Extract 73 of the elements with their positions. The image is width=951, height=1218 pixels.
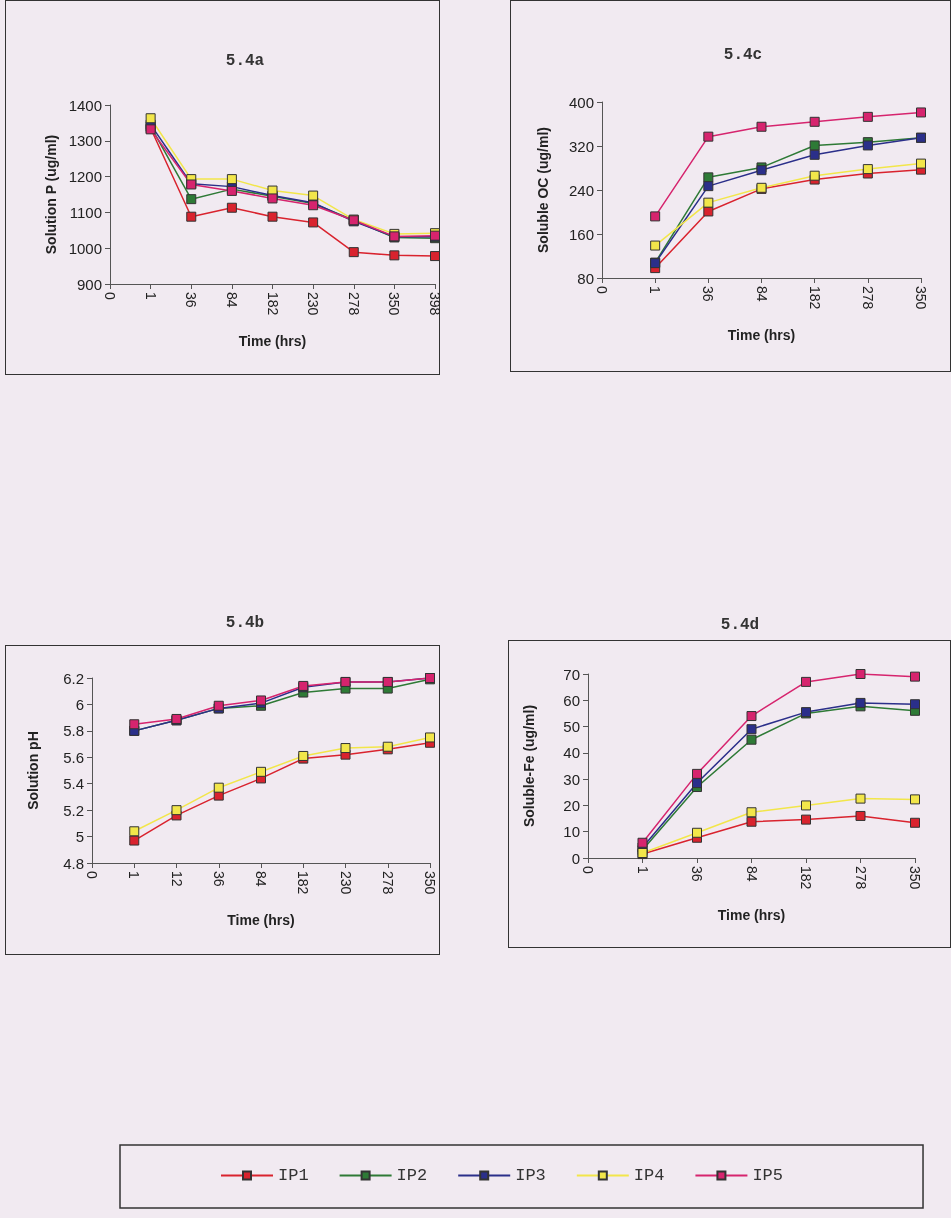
y-tick-label: 1400	[68, 96, 102, 114]
y-tick-label: 30	[563, 770, 580, 788]
y-tick-label: 1200	[68, 168, 102, 186]
x-tick-label: 230	[305, 292, 322, 316]
legend-label: IP3	[515, 1166, 546, 1185]
y-tick-label: 6	[75, 695, 84, 713]
y-tick-label: 5	[75, 828, 84, 846]
y-tick-label: 70	[563, 665, 580, 683]
y-tick-label: 160	[568, 225, 594, 243]
y-tick-label: 4.8	[63, 854, 84, 872]
x-tick-label: 1	[634, 866, 651, 874]
y-tick-label: 240	[568, 181, 594, 199]
x-tick-label: 1	[142, 292, 159, 300]
y-tick-label: 5.6	[63, 748, 84, 766]
y-tick-label: 10	[563, 823, 580, 841]
x-tick-label: 1	[647, 286, 664, 294]
legend-label: IP1	[278, 1166, 309, 1185]
y-tick-label: 1300	[68, 132, 102, 150]
chart-title: 5.4c	[723, 46, 763, 64]
x-axis-title: Time (hrs)	[227, 912, 295, 928]
legend-label: IP5	[752, 1166, 784, 1185]
chart-title: 5.4b	[225, 614, 265, 632]
x-tick-label: 36	[700, 286, 717, 302]
y-tick-label: 5.4	[63, 775, 84, 793]
x-tick-label: 350	[422, 871, 438, 895]
y-tick-label: 6.2	[63, 669, 84, 687]
legend-label: IP2	[396, 1166, 428, 1185]
y-tick-label: 20	[563, 796, 580, 814]
y-tick-label: 60	[563, 691, 580, 709]
x-tick-label: 182	[798, 866, 814, 890]
y-tick-label: 40	[563, 744, 580, 762]
y-axis-title: Solution P (ug/ml)	[42, 134, 59, 255]
x-tick-label: 36	[689, 866, 705, 882]
x-tick-label: 350	[386, 292, 403, 316]
y-tick-label: 400	[568, 93, 594, 111]
legend-label: IP4	[633, 1166, 665, 1185]
x-tick-label: 12	[168, 871, 185, 887]
x-tick-label: 182	[806, 286, 823, 310]
y-tick-label: 80	[577, 269, 594, 287]
y-tick-label: 1000	[68, 239, 102, 257]
x-tick-label: 0	[594, 286, 610, 294]
x-tick-label: 398	[427, 292, 443, 316]
x-tick-label: 182	[264, 292, 281, 316]
y-tick-label: 320	[568, 137, 594, 155]
x-axis-title: Time (hrs)	[238, 333, 307, 349]
y-tick-label: 1100	[69, 203, 102, 221]
x-tick-label: 0	[102, 292, 118, 300]
x-tick-label: 350	[913, 286, 929, 310]
x-tick-label: 278	[379, 871, 396, 895]
x-tick-label: 278	[345, 292, 362, 316]
x-tick-label: 182	[295, 871, 312, 895]
chart-title: 5.4a	[225, 52, 265, 70]
x-tick-label: 1	[126, 871, 143, 879]
chart-title: 5.4d	[720, 616, 760, 634]
x-tick-label: 36	[210, 871, 227, 887]
x-axis-title: Time (hrs)	[727, 327, 796, 343]
y-axis-title: Soluble OC (ug/ml)	[535, 127, 551, 253]
x-tick-label: 278	[859, 286, 876, 310]
x-tick-label: 278	[852, 866, 869, 890]
y-tick-label: 5.8	[63, 722, 84, 740]
x-tick-label: 36	[183, 292, 200, 308]
y-tick-label: 50	[563, 718, 580, 736]
x-tick-label: 84	[253, 871, 269, 887]
x-axis-title: Time (hrs)	[717, 907, 786, 923]
y-tick-label: 5.2	[63, 801, 84, 819]
y-axis-title: Solution pH	[25, 731, 41, 810]
y-axis-title: Soluble-Fe (ug/ml)	[521, 704, 537, 828]
y-tick-label: 900	[76, 275, 102, 293]
x-tick-label: 230	[337, 871, 354, 895]
x-tick-label: 350	[907, 866, 923, 890]
x-tick-label: 84	[753, 286, 770, 302]
x-tick-label: 84	[223, 292, 240, 308]
x-tick-label: 84	[743, 866, 760, 882]
